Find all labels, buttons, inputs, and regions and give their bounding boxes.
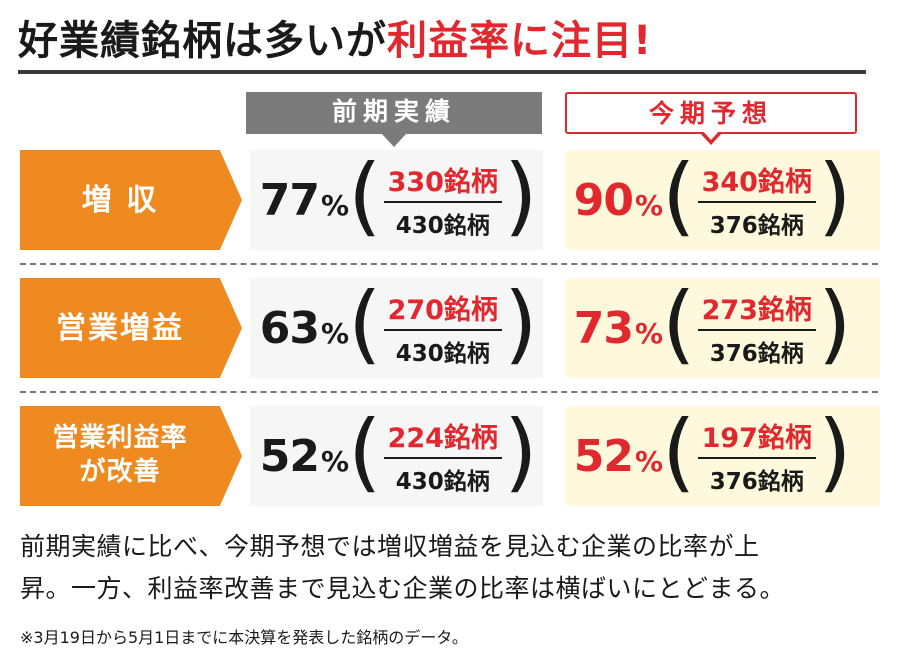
denominator: 376銘柄: [709, 341, 804, 367]
table-row: 営業増益 63%(270銘柄 430銘柄) 73%(273銘柄 376銘柄): [20, 278, 880, 378]
fraction-bar: [697, 457, 816, 459]
prev-cell: 77%(330銘柄 430銘柄): [254, 150, 538, 250]
fraction: 273銘柄 376銘柄: [697, 288, 816, 368]
percent-value: 77%: [254, 174, 349, 226]
percent-unit: %: [634, 316, 663, 350]
curr-cell: 73%(273銘柄 376銘柄): [568, 278, 852, 378]
row-category: 営業利益率 が改善: [20, 406, 242, 506]
table-row: 営業利益率 が改善 52%(224銘柄 430銘柄) 52%(197銘柄 376銘柄): [20, 406, 880, 506]
percent-value: 52%: [568, 430, 663, 482]
fraction: 330銘柄 430銘柄: [383, 160, 502, 240]
denominator: 376銘柄: [709, 213, 804, 239]
numerator: 197銘柄: [701, 423, 812, 454]
percent-value: 52%: [254, 430, 349, 482]
curr-cell: 90%(340銘柄 376銘柄): [568, 150, 852, 250]
header-curr-forecast: 今期予想: [565, 92, 857, 145]
prev-cell: 63%(270銘柄 430銘柄): [254, 278, 538, 378]
numerator: 330銘柄: [387, 167, 498, 198]
percent-unit: %: [634, 444, 663, 478]
percent-unit: %: [320, 188, 349, 222]
curr-cell: 52%(197銘柄 376銘柄): [568, 406, 852, 506]
percent-number: 52: [259, 430, 320, 482]
table-row: 増 収 77%(330銘柄 430銘柄) 90%(340銘柄 376銘柄): [20, 150, 880, 250]
fraction: 340銘柄 376銘柄: [697, 160, 816, 240]
percent-number: 90: [573, 174, 634, 226]
prev-cell-background: [250, 278, 543, 378]
percent-unit: %: [320, 444, 349, 478]
left-paren: (: [662, 274, 696, 374]
fraction-bar: [383, 329, 502, 331]
numerator: 224銘柄: [387, 423, 498, 454]
right-paren: ): [817, 146, 852, 246]
percent-value: 90%: [568, 174, 663, 226]
percent-value: 63%: [254, 302, 349, 354]
denominator: 430銘柄: [395, 213, 490, 239]
percent-value: 73%: [568, 302, 663, 354]
percent-number: 52: [573, 430, 634, 482]
title-highlight: 利益率に注目!: [387, 18, 653, 64]
right-paren: ): [503, 274, 538, 374]
fraction: 197銘柄 376銘柄: [697, 416, 816, 496]
right-paren: ): [503, 402, 538, 502]
header-curr-label: 今期予想: [648, 99, 773, 128]
right-paren: ): [817, 274, 852, 374]
footnote: ※3月19日から5月1日までに本決算を発表した銘柄のデータ。: [20, 628, 468, 647]
left-paren: (: [348, 402, 382, 502]
left-paren: (: [348, 146, 382, 246]
row-divider-1: [20, 263, 878, 265]
numerator: 340銘柄: [701, 167, 812, 198]
row-category: 営業増益: [20, 278, 242, 378]
row-divider-2: [20, 391, 878, 393]
percent-number: 63: [259, 302, 320, 354]
left-paren: (: [662, 146, 696, 246]
right-paren: ): [503, 146, 538, 246]
prev-cell-background: [250, 406, 543, 506]
caption-line-2: 昇。一方、利益率改善まで見込む企業の比率は横ばいにとどまる。: [20, 574, 786, 603]
fraction-bar: [697, 329, 816, 331]
percent-unit: %: [634, 188, 663, 222]
percent-number: 77: [259, 174, 320, 226]
numerator: 273銘柄: [701, 295, 812, 326]
header-curr-notch: [699, 130, 723, 145]
prev-cell-background: [250, 150, 543, 250]
percent-number: 73: [573, 302, 634, 354]
percent-unit: %: [320, 316, 349, 350]
fraction-bar: [383, 457, 502, 459]
page-title: 好業績銘柄は多いが利益率に注目!: [18, 8, 652, 66]
header-prev-notch: [382, 134, 406, 147]
left-paren: (: [662, 402, 696, 502]
fraction-bar: [697, 201, 816, 203]
denominator: 430銘柄: [395, 469, 490, 495]
left-paren: (: [348, 274, 382, 374]
fraction-bar: [383, 201, 502, 203]
title-rule: [18, 70, 866, 74]
curr-cell-background: [566, 278, 880, 378]
denominator: 430銘柄: [395, 341, 490, 367]
denominator: 376銘柄: [709, 469, 804, 495]
header-prev-results: 前期実績: [246, 92, 542, 147]
numerator: 270銘柄: [387, 295, 498, 326]
row-category: 増 収: [20, 150, 242, 250]
right-paren: ): [817, 402, 852, 502]
header-prev-label: 前期実績: [331, 97, 456, 126]
fraction: 224銘柄 430銘柄: [383, 416, 502, 496]
caption-line-1: 前期実績に比べ、今期予想では増収増益を見込む企業の比率が上: [20, 532, 760, 561]
title-main: 好業績銘柄は多いが: [18, 18, 387, 64]
curr-cell-background: [566, 150, 880, 250]
prev-cell: 52%(224銘柄 430銘柄): [254, 406, 538, 506]
curr-cell-background: [566, 406, 880, 506]
fraction: 270銘柄 430銘柄: [383, 288, 502, 368]
